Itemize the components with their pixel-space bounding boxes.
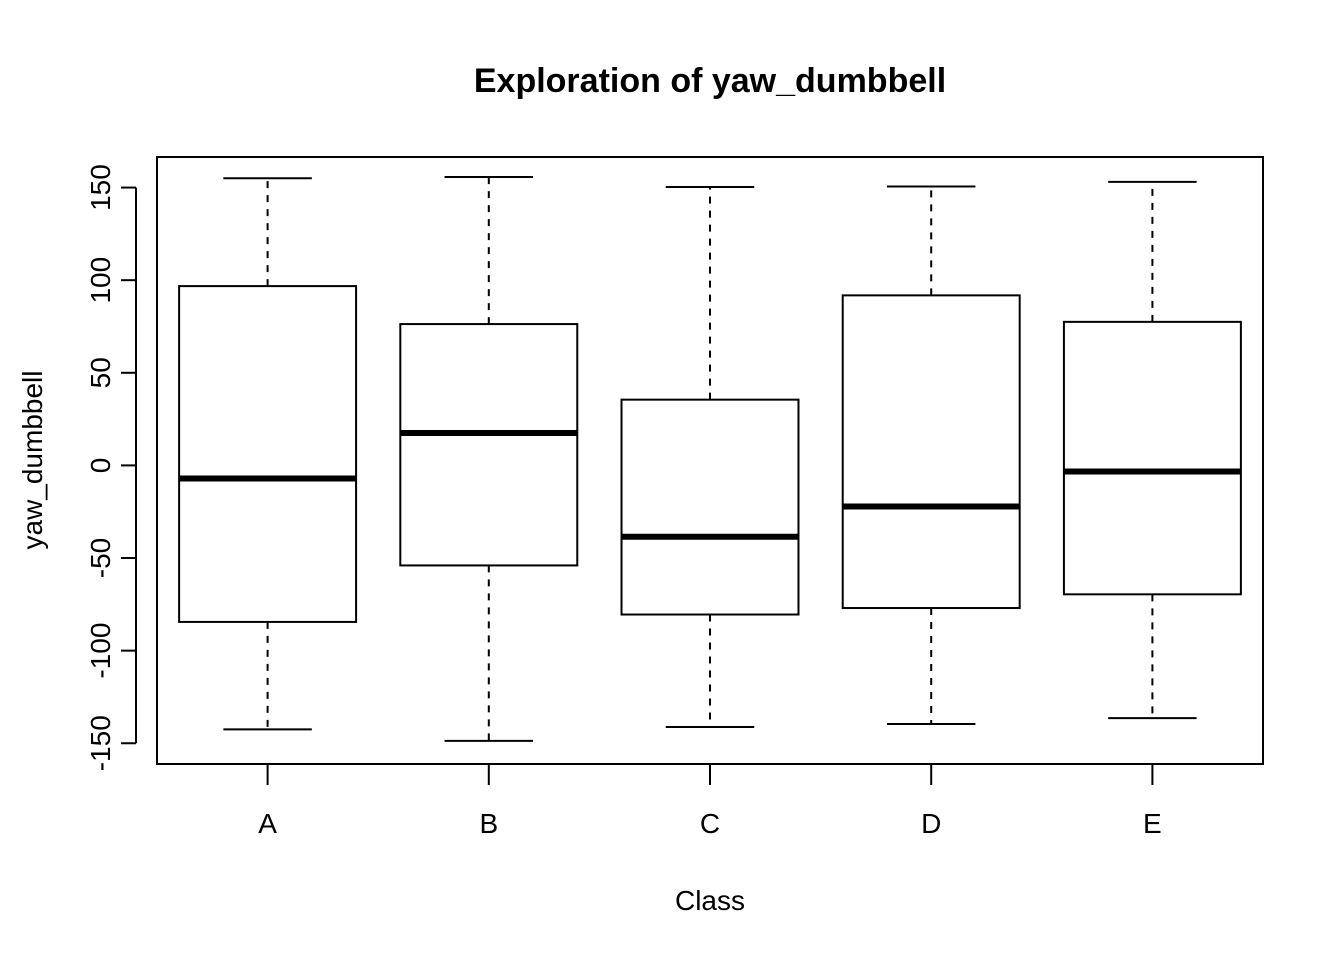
y-tick-label: 150 [85,164,116,211]
y-tick-label: -100 [85,623,116,679]
iqr-box [178,285,358,623]
box-D [841,185,1021,725]
iqr-box [620,398,800,616]
x-axis-label: Class [675,885,745,916]
y-tick-label: -150 [85,715,116,771]
x-tick-label: D [921,808,941,839]
y-tick-label: 100 [85,257,116,304]
x-tick-label: A [258,808,277,839]
y-axis: -150 -100 -50 0 50 100 150 [85,164,137,771]
iqr-box [841,294,1021,610]
x-tick-label: E [1143,808,1162,839]
x-tick-label: B [479,808,498,839]
y-axis-label: yaw_dumbbell [17,371,48,550]
box-C [620,186,800,728]
box-B [399,176,579,742]
box-E [1062,180,1242,720]
box-group [178,176,1242,742]
y-tick-label: 50 [85,357,116,388]
y-tick-label: -50 [85,538,116,578]
x-axis: A B C D E [258,764,1162,839]
y-tick-label: 0 [85,458,116,474]
chart-title: Exploration of yaw_dumbbell [474,62,946,100]
iqr-box [399,323,579,567]
iqr-box [1062,320,1242,596]
x-tick-label: C [700,808,720,839]
box-A [178,177,358,731]
